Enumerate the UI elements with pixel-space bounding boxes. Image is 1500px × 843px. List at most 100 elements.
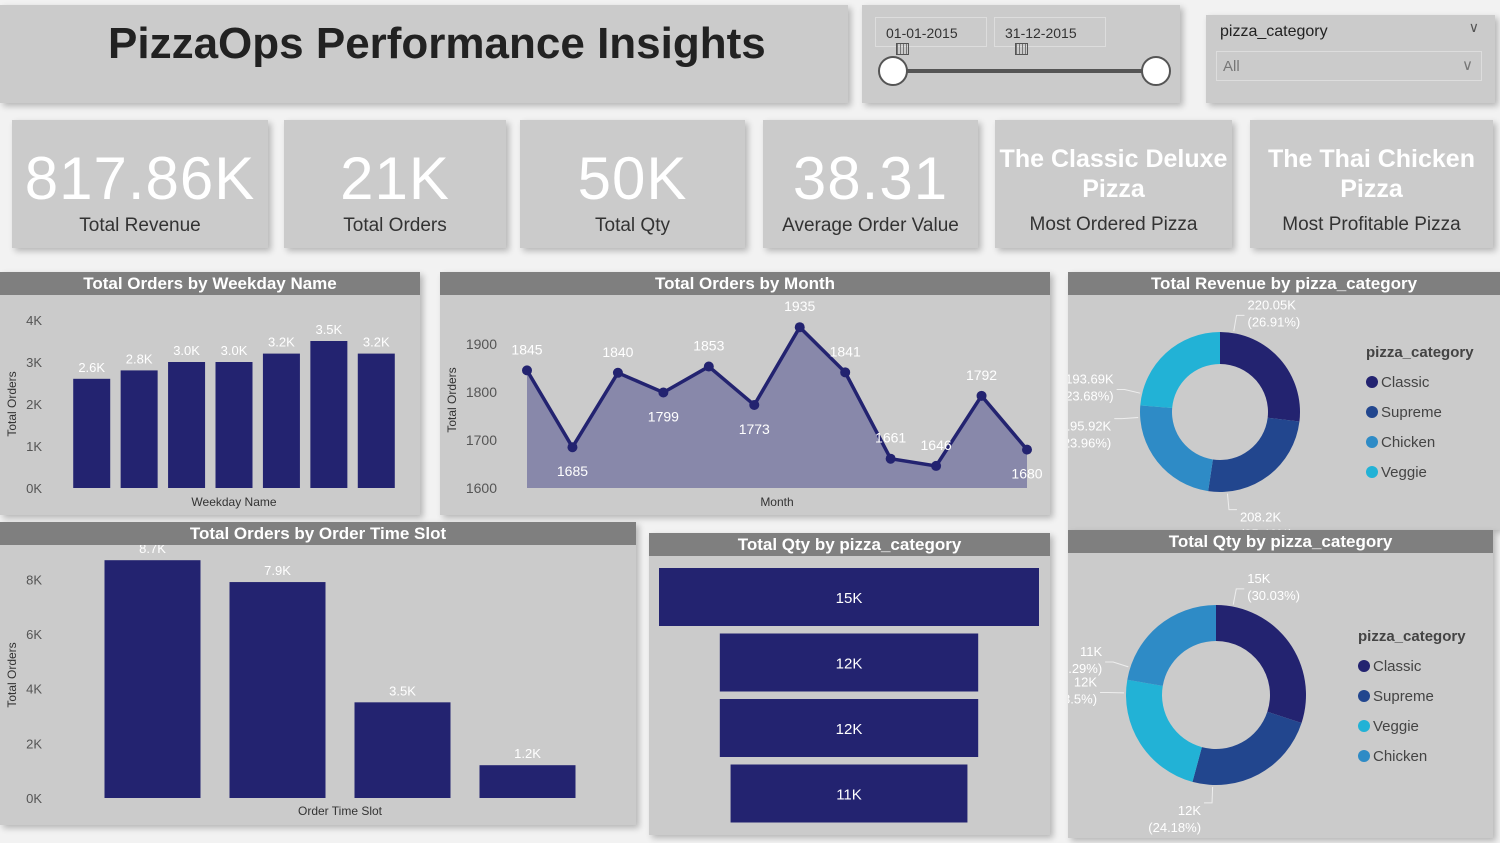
bar [73,379,110,488]
donut-slice [1216,605,1306,723]
legend-dot-icon [1366,436,1378,448]
data-label: 3.0K [173,343,200,358]
legend-dot-icon [1358,750,1370,762]
calendar-icon[interactable] [896,43,909,55]
chart-title: Total Qty by pizza_category [1068,530,1493,553]
data-label: 1680 [1011,466,1042,482]
kpi-label: Total Qty [520,215,745,237]
data-label: 1661 [875,430,906,446]
chevron-down-icon[interactable]: ∨ [1469,19,1479,36]
data-percent: (30.03%) [1247,588,1300,603]
bar [168,362,205,488]
kpi-value: The Thai Chicken Pizza [1250,144,1493,204]
kpi-label: Most Ordered Pizza [995,214,1232,236]
legend-title: pizza_category [1366,344,1474,361]
data-point [886,454,896,464]
data-label: 3.5K [315,322,342,337]
y-tick-label: 3K [26,355,42,370]
legend-label: Classic [1381,374,1429,391]
y-tick-label: 4K [26,313,42,328]
end-date: 31-12-2015 [1005,25,1077,41]
legend-item[interactable]: Veggie [1366,457,1474,487]
data-label: 3.2K [363,335,390,350]
legend-dot-icon [1358,720,1370,732]
data-percent: (23.5%) [1068,692,1097,707]
data-label: 3.0K [221,343,248,358]
donut-slice [1127,605,1216,686]
end-date-input[interactable]: 31-12-2015 [994,17,1106,47]
start-date-input[interactable]: 01-01-2015 [875,17,987,47]
y-tick-label: 1900 [466,336,497,352]
kpi-value: The Classic Deluxe Pizza [995,144,1232,204]
data-label: 2.6K [78,360,105,375]
y-axis-title: Total Orders [5,642,19,707]
donut-slice [1208,418,1299,492]
y-tick-label: 0K [26,791,42,806]
data-label: 1840 [602,344,633,360]
legend-item[interactable]: Chicken [1358,741,1466,771]
donut-slice [1126,680,1202,782]
slider-start-handle[interactable] [878,56,908,86]
kpi-label: Total Revenue [12,215,268,237]
legend-item[interactable]: Supreme [1366,397,1474,427]
legend-label: Supreme [1373,688,1434,705]
legend-label: Chicken [1381,434,1435,451]
data-point [704,362,714,372]
bar [105,560,201,798]
leader-line [1114,418,1138,419]
data-point [1022,445,1032,455]
data-label: 2.8K [126,351,153,366]
data-percent: (26.91%) [1247,314,1300,329]
chart-title: Total Qty by pizza_category [649,533,1050,556]
x-axis-title: Month [760,495,793,509]
y-tick-label: 2K [26,397,42,412]
y-tick-label: 1K [26,439,42,454]
data-label: 11K [1080,644,1102,659]
bar [216,362,253,488]
legend-label: Veggie [1373,718,1419,735]
legend-dot-icon [1358,660,1370,672]
y-tick-label: 4K [26,682,42,697]
category-dropdown[interactable]: All∨ [1216,51,1482,81]
legend-label: Classic [1373,658,1421,675]
kpi-card: The Classic Deluxe Pizza Most Ordered Piz… [995,120,1232,248]
kpi-value: 50K [520,144,745,213]
calendar-icon[interactable] [1015,43,1028,55]
data-label: 15K [836,590,863,607]
date-range-slicer[interactable]: 01-01-2015 31-12-2015 [862,5,1180,103]
slider-end-handle[interactable] [1141,56,1171,86]
donut-slice [1140,332,1220,408]
start-date: 01-01-2015 [886,25,958,41]
data-point [931,461,941,471]
data-label: 195.92K [1068,419,1112,434]
legend-title: pizza_category [1358,628,1466,645]
category-slicer[interactable]: pizza_category ∨ All∨ [1206,15,1495,103]
legend-item[interactable]: Chicken [1366,427,1474,457]
y-tick-label: 2K [26,736,42,751]
dashboard-title: PizzaOps Performance Insights [0,5,848,103]
data-label: 1685 [557,463,588,479]
data-point [658,387,668,397]
legend-dot-icon [1366,406,1378,418]
legend-item[interactable]: Supreme [1358,681,1466,711]
y-tick-label: 6K [26,627,42,642]
chevron-down-icon: ∨ [1462,56,1473,74]
data-point [840,367,850,377]
data-label: 1841 [830,343,861,359]
x-axis-title: Order Time Slot [298,804,383,818]
legend-item[interactable]: Classic [1358,651,1466,681]
data-label: 1935 [784,298,815,314]
y-axis-title: Total Orders [445,367,459,432]
legend-item[interactable]: Classic [1366,367,1474,397]
legend-label: Veggie [1381,464,1427,481]
legend-item[interactable]: Veggie [1358,711,1466,741]
data-point [977,391,987,401]
